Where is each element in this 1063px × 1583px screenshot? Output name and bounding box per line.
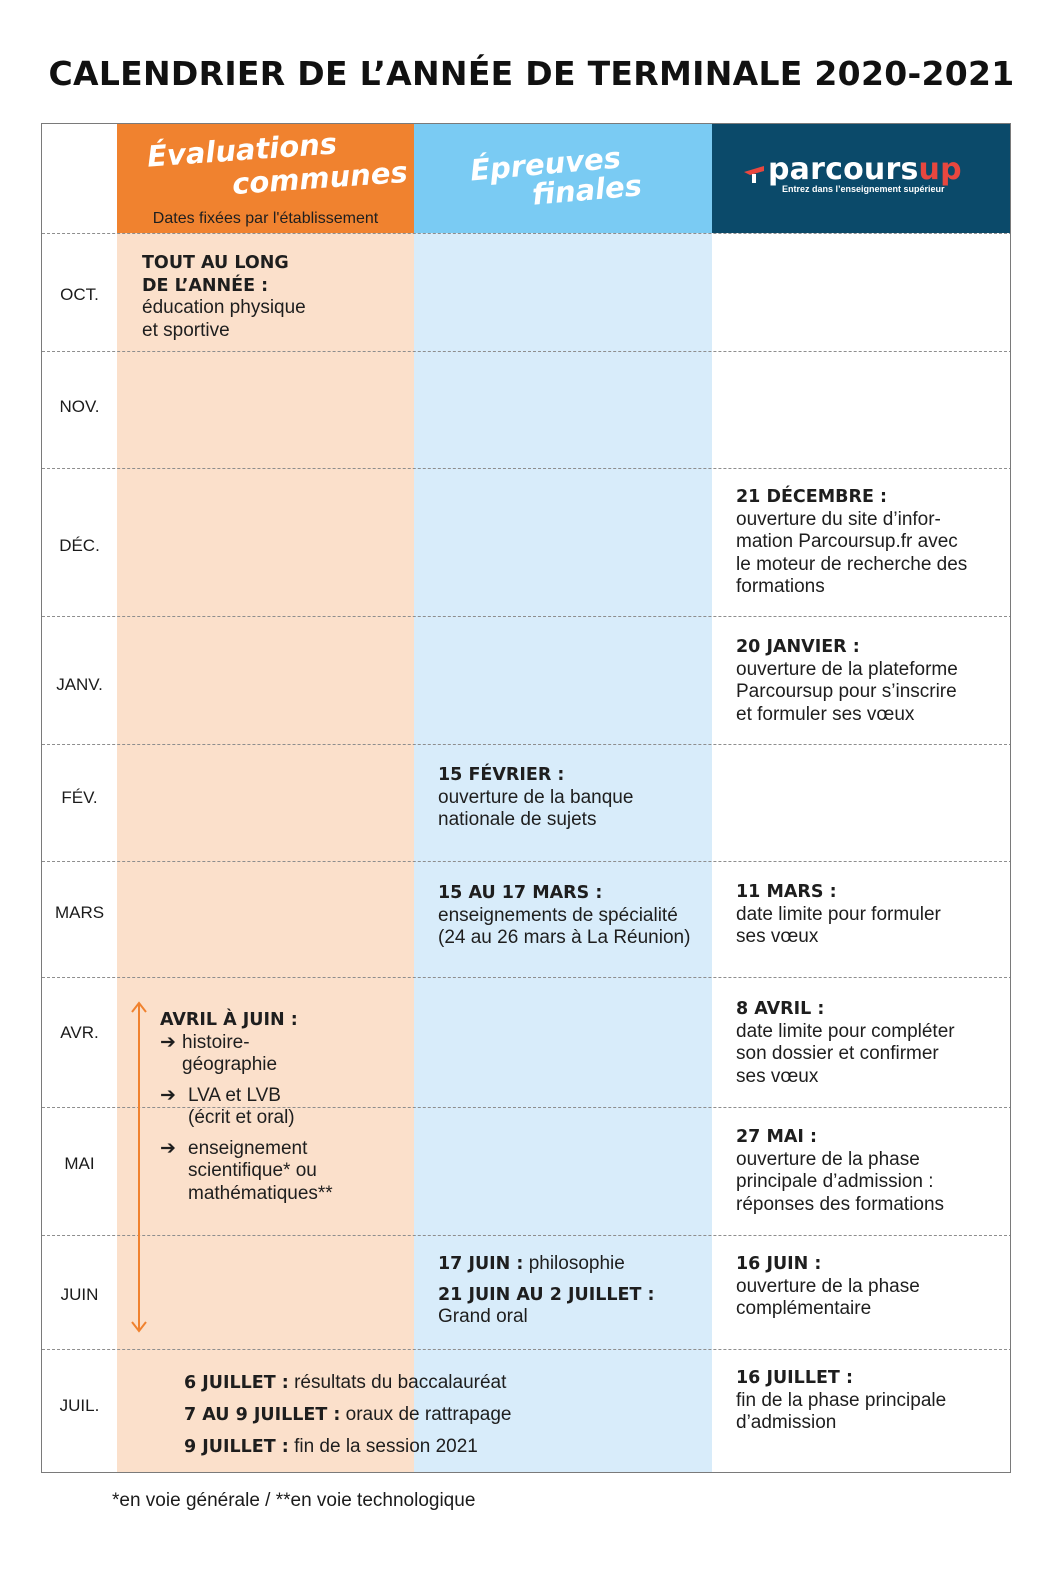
list-item: 7 AU 9 JUILLET : oraux de rattrapage [184, 1404, 512, 1425]
epreuves-fev-entry: 15 FÉVRIER : ouverture de la banque nati… [438, 765, 634, 830]
evaluations-column [117, 124, 414, 1472]
page-title: CALENDRIER DE L’ANNÉE DE TERMINALE 2020-… [48, 54, 1015, 93]
list-item: 9 JUILLET : fin de la session 2021 [184, 1436, 478, 1457]
epreuves-mars-entry: 15 AU 17 MARS : enseignements de spécial… [438, 883, 691, 948]
parcoursup-dec-entry: 21 DÉCEMBRE : ouverture du site d’infor-… [736, 487, 968, 597]
calendar-table: Évaluations communes Dates fixées par l'… [41, 123, 1011, 1473]
row-divider [42, 1235, 1010, 1236]
parcoursup-header: parcoursup Entrez dans l’enseignement su… [712, 124, 1010, 233]
row-divider [42, 468, 1010, 469]
parcoursup-janv-entry: 20 JANVIER : ouverture de la plateforme … [736, 637, 958, 725]
epreuves-title-line2: finales [530, 168, 644, 212]
row-divider [42, 744, 1010, 745]
evaluations-avril-juin-entry: AVRIL À JUIN : ➔ histoire- géographie ➔ … [160, 1009, 400, 1205]
arrow-right-icon: ➔ [160, 1031, 176, 1053]
month-label: NOV. [59, 397, 100, 416]
month-label: JANV. [56, 675, 103, 694]
epreuves-juin-entry: 17 JUIN : philosophie 21 JUIN AU 2 JUILL… [438, 1253, 655, 1327]
parcoursup-mai-entry: 27 MAI : ouverture de la phase principal… [736, 1127, 945, 1215]
row-divider [42, 233, 1010, 234]
row-divider [42, 351, 1010, 352]
duration-arrow-icon [131, 1001, 147, 1333]
parcoursup-wordmark: parcoursup [768, 152, 962, 187]
parcoursup-logo: parcoursup Entrez dans l’enseignement su… [742, 152, 992, 212]
evaluations-juillet-entry: 6 JUILLET : résultats du baccalauréat 7 … [184, 1367, 664, 1463]
parcoursup-mark-icon [744, 166, 764, 183]
parcoursup-mars-entry: 11 MARS : date limite pour formuler ses … [736, 882, 941, 947]
row-divider [42, 1107, 1010, 1108]
month-label: MARS [54, 903, 105, 922]
list-item: ➔ enseignement scientifique* ou mathémat… [160, 1137, 333, 1204]
evaluations-subtitle: Dates fixées par l'établissement [152, 210, 379, 227]
evaluations-oct-entry: TOUT AU LONG DE L’ANNÉE : éducation phys… [142, 253, 306, 341]
month-label: AVR. [60, 1023, 99, 1042]
parcoursup-avr-entry: 8 AVRIL : date limite pour compléter son… [736, 999, 955, 1087]
month-label: FÉV. [61, 788, 98, 807]
parcoursup-juin-entry: 16 JUIN : ouverture de la phase compléme… [736, 1254, 920, 1319]
row-divider [42, 616, 1010, 617]
arrow-right-icon: ➔ [160, 1137, 176, 1159]
parcoursup-juil-entry: 16 JUILLET : fin de la phase principale … [736, 1368, 947, 1433]
list-item: 6 JUILLET : résultats du baccalauréat [184, 1372, 507, 1393]
list-item: ➔ histoire- géographie [160, 1031, 278, 1076]
parcoursup-tagline: Entrez dans l’enseignement supérieur [782, 184, 945, 194]
epreuves-column [414, 124, 712, 1472]
month-label: JUIN [60, 1285, 99, 1304]
arrow-right-icon: ➔ [160, 1084, 176, 1106]
row-divider [42, 1349, 1010, 1350]
month-label: JUIL. [59, 1396, 100, 1415]
month-label: DÉC. [59, 536, 100, 555]
row-divider [42, 861, 1010, 862]
month-label: OCT. [60, 285, 99, 304]
list-item: ➔ LVA et LVB (écrit et oral) [160, 1084, 295, 1129]
footnote: *en voie générale / **en voie technologi… [112, 1490, 476, 1511]
row-divider [42, 977, 1010, 978]
evaluations-header: Évaluations communes Dates fixées par l'… [117, 124, 414, 233]
epreuves-header: Épreuves finales [414, 124, 712, 233]
month-label: MAI [64, 1154, 95, 1173]
